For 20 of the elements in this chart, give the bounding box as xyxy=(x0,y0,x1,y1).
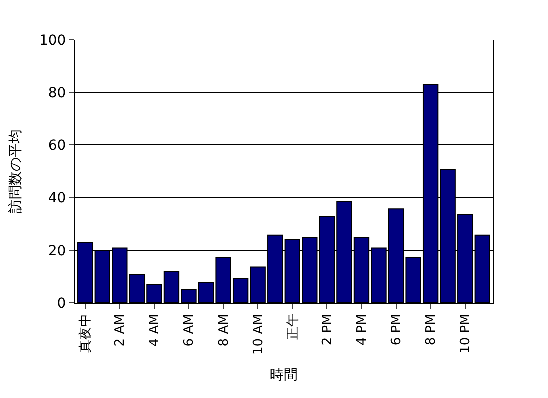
x-tick-label: 正午 xyxy=(286,314,301,340)
y-tick-label: 80 xyxy=(48,86,66,102)
x-tick-label: 6 AM xyxy=(182,314,198,347)
y-tick-label: 20 xyxy=(48,243,66,260)
x-tick-label: 10 AM xyxy=(251,314,266,355)
x-axis-title: 時間 xyxy=(270,367,298,384)
x-tick-label: 4 AM xyxy=(148,314,163,347)
y-tick-label: 40 xyxy=(48,190,66,207)
y-tick-label: 60 xyxy=(48,138,66,154)
x-tick-label: 6 PM xyxy=(389,314,404,346)
y-axis-title: 訪問数の平均 xyxy=(8,130,24,214)
x-tick-label: 8 AM xyxy=(216,314,232,347)
x-tick-label: 10 PM xyxy=(458,314,474,354)
x-tick-label: 4 PM xyxy=(354,314,370,346)
y-tick-label: 0 xyxy=(57,296,66,312)
x-tick-label: 2 AM xyxy=(113,314,128,347)
x-tick-label: 2 PM xyxy=(320,314,336,346)
y-tick-label: 100 xyxy=(39,32,66,49)
x-tick-label: 真夜中 xyxy=(78,314,94,354)
x-tick-label: 8 PM xyxy=(424,314,440,346)
